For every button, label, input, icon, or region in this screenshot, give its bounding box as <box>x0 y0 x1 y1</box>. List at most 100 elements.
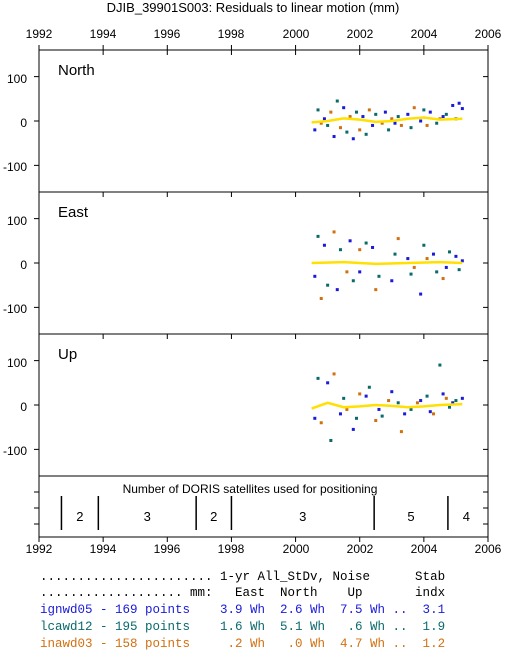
satellites-caption: Number of DORIS satellites used for posi… <box>123 482 378 496</box>
y-tick-label: 100 <box>7 214 27 228</box>
data-point-lcawd12 <box>335 99 339 103</box>
data-point-ignwd05 <box>313 416 317 420</box>
data-point-inawd03 <box>367 108 371 112</box>
data-point-ignwd05 <box>348 239 352 243</box>
satellite-count-label: 3 <box>299 509 306 524</box>
data-point-inawd03 <box>332 372 336 376</box>
data-point-lcawd12 <box>438 363 442 367</box>
panel-label-north: North <box>58 62 95 79</box>
data-point-ignwd05 <box>351 427 355 431</box>
data-point-lcawd12 <box>345 130 349 134</box>
y-tick-label: 100 <box>7 356 27 370</box>
axis-ticks <box>34 45 489 542</box>
data-point-inawd03 <box>319 297 323 300</box>
data-point-ignwd05 <box>441 115 445 119</box>
data-point-lcawd12 <box>342 396 346 400</box>
residual-points <box>313 99 464 442</box>
data-point-lcawd12 <box>409 407 413 411</box>
data-point-ignwd05 <box>444 265 448 269</box>
top-year-tick-label: 1996 <box>154 27 181 41</box>
data-point-ignwd05 <box>460 107 464 111</box>
data-point-lcawd12 <box>355 416 359 420</box>
top-year-tick-label: 1992 <box>26 27 53 41</box>
data-point-inawd03 <box>390 117 394 121</box>
y-tick-label: 0 <box>20 400 27 414</box>
top-year-axis: 1992 1994 1996 1998 2000 2002 2004 2006 <box>26 27 502 41</box>
bottom-year-tick-label: 1998 <box>218 542 245 556</box>
data-point-lcawd12 <box>435 270 439 274</box>
data-point-lcawd12 <box>374 112 378 116</box>
data-point-ignwd05 <box>460 259 464 263</box>
data-point-ignwd05 <box>419 399 423 403</box>
data-point-inawd03 <box>412 265 416 269</box>
data-point-inawd03 <box>444 396 448 400</box>
data-point-ignwd05 <box>406 257 410 261</box>
data-point-lcawd12 <box>377 274 381 278</box>
data-point-inawd03 <box>425 123 429 127</box>
data-point-ignwd05 <box>403 412 407 416</box>
data-point-lcawd12 <box>367 385 371 389</box>
data-point-lcawd12 <box>364 132 368 136</box>
data-point-ignwd05 <box>338 412 342 416</box>
data-point-inawd03 <box>396 237 400 241</box>
data-point-ignwd05 <box>390 279 394 283</box>
data-point-lcawd12 <box>316 234 320 238</box>
chart-title: DJIB_39901S003: Residuals to linear moti… <box>107 0 400 15</box>
data-point-lcawd12 <box>364 241 368 245</box>
data-point-lcawd12 <box>422 243 426 247</box>
top-year-tick-label: 2006 <box>475 27 502 41</box>
data-point-lcawd12 <box>355 110 359 114</box>
data-point-lcawd12 <box>454 399 458 403</box>
bottom-year-tick-label: 2002 <box>347 542 374 556</box>
up-y-axis: 100 0 -100 <box>3 356 27 458</box>
data-point-ignwd05 <box>335 288 339 292</box>
data-point-lcawd12 <box>387 128 391 132</box>
y-tick-label: -100 <box>3 160 27 174</box>
y-tick-label: -100 <box>3 302 27 316</box>
data-point-ignwd05 <box>383 110 387 114</box>
data-point-lcawd12 <box>425 394 429 398</box>
data-point-ignwd05 <box>431 252 435 256</box>
data-point-lcawd12 <box>444 112 448 116</box>
data-point-ignwd05 <box>342 106 346 110</box>
top-year-tick-label: 2002 <box>347 27 374 41</box>
y-tick-label: -100 <box>3 444 27 458</box>
top-year-tick-label: 2000 <box>283 27 310 41</box>
y-tick-label: 100 <box>7 72 27 86</box>
panel-label-up: Up <box>58 346 77 363</box>
data-point-ignwd05 <box>361 115 365 119</box>
data-point-lcawd12 <box>457 268 461 272</box>
data-point-inawd03 <box>374 419 378 423</box>
data-point-inawd03 <box>345 407 349 411</box>
data-point-ignwd05 <box>419 292 423 296</box>
data-point-lcawd12 <box>448 250 452 254</box>
data-point-ignwd05 <box>326 381 330 385</box>
data-point-inawd03 <box>319 121 323 125</box>
satellite-count-label: 2 <box>210 509 217 524</box>
data-point-inawd03 <box>345 270 349 274</box>
legend-header-line-1: ....................... 1-yr All_StDv, N… <box>40 570 446 584</box>
data-point-ignwd05 <box>393 121 397 125</box>
data-point-inawd03 <box>425 257 429 261</box>
satellite-count-label: 2 <box>76 509 83 524</box>
data-point-inawd03 <box>329 110 333 114</box>
data-point-lcawd12 <box>448 405 452 409</box>
data-point-inawd03 <box>415 401 419 405</box>
data-point-ignwd05 <box>419 119 423 123</box>
data-point-ignwd05 <box>428 110 432 114</box>
data-point-inawd03 <box>332 230 336 234</box>
data-point-inawd03 <box>358 128 362 132</box>
data-point-ignwd05 <box>377 407 381 411</box>
data-point-inawd03 <box>441 277 445 281</box>
data-point-ignwd05 <box>322 243 326 247</box>
east-y-axis: 100 0 -100 <box>3 214 27 316</box>
data-point-inawd03 <box>338 126 342 130</box>
data-point-ignwd05 <box>460 396 464 400</box>
data-point-lcawd12 <box>316 376 320 380</box>
data-point-inawd03 <box>431 412 435 416</box>
data-point-lcawd12 <box>409 126 413 130</box>
data-point-inawd03 <box>319 421 323 425</box>
satellite-count-label: 4 <box>463 509 470 524</box>
bottom-year-tick-label: 2006 <box>475 542 502 556</box>
data-point-lcawd12 <box>326 283 330 287</box>
